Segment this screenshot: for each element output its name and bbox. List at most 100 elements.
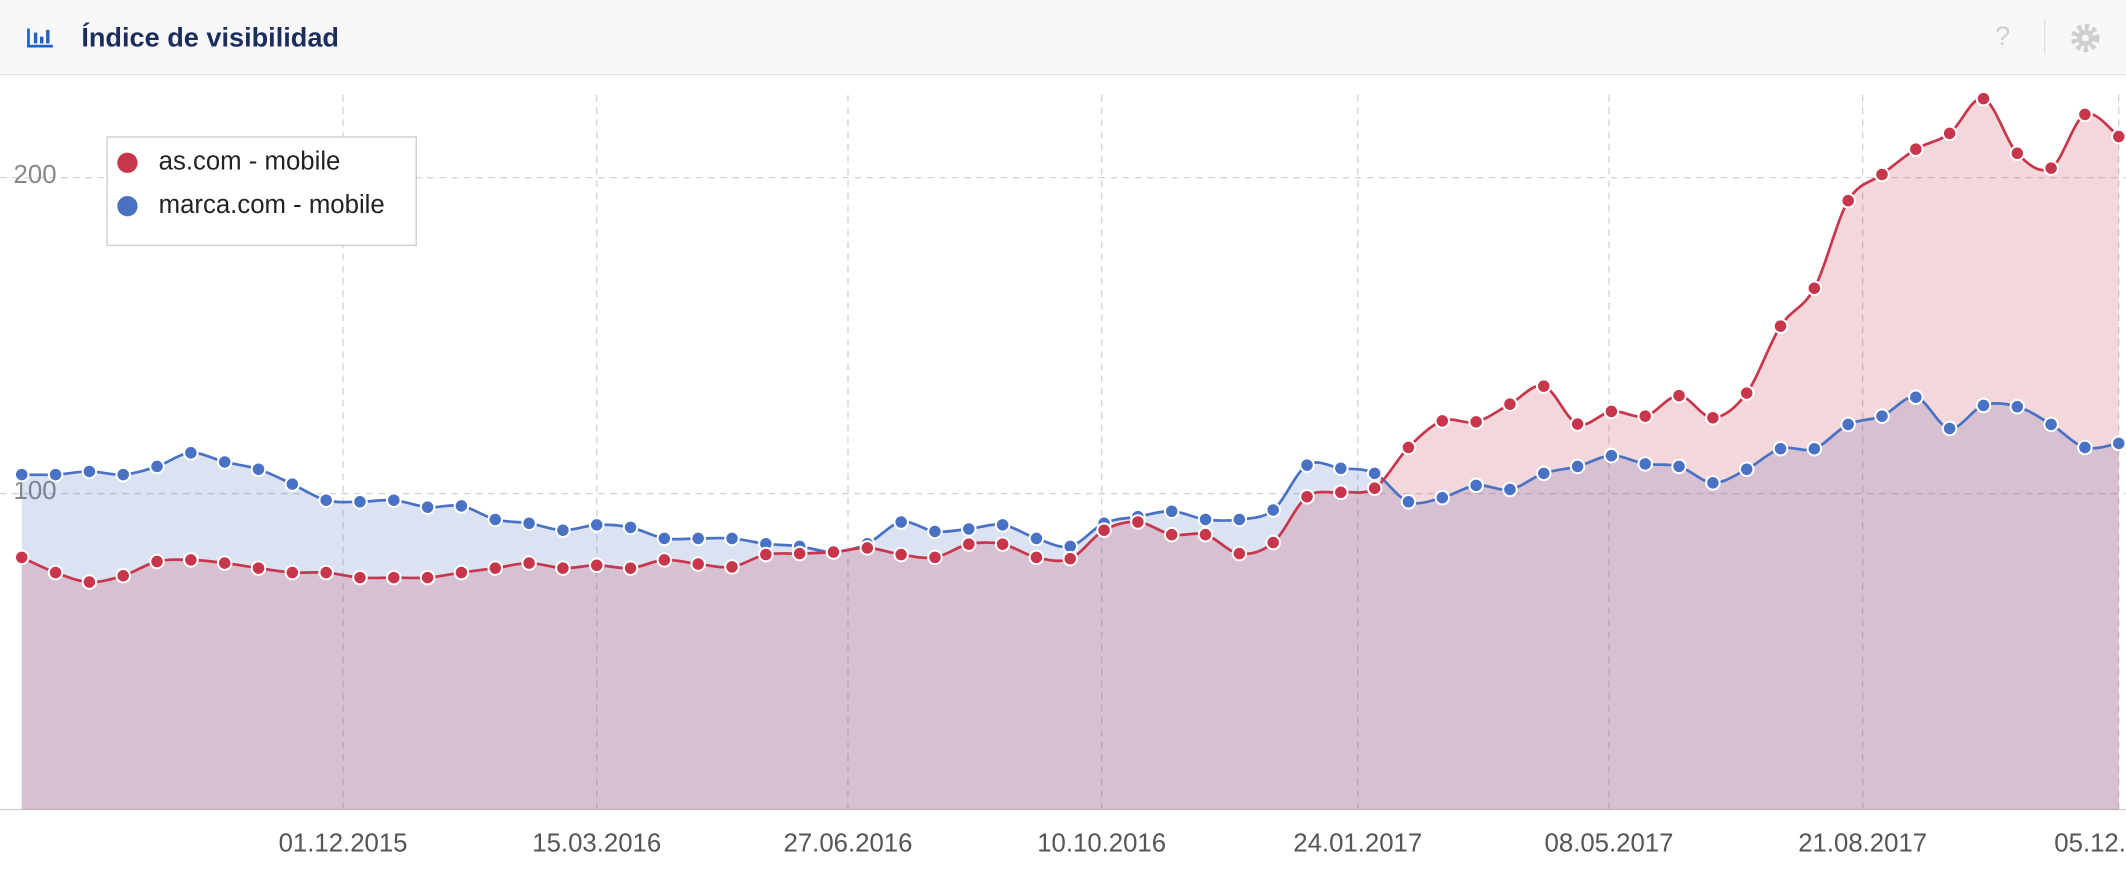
data-point	[1975, 90, 1992, 107]
data-point	[13, 466, 30, 483]
data-point	[994, 536, 1011, 552]
data-point	[1434, 413, 1451, 429]
data-point	[588, 557, 605, 574]
series-area	[21, 98, 2119, 810]
data-point	[859, 540, 876, 556]
data-point	[115, 466, 132, 483]
settings-icon[interactable]	[2071, 23, 2100, 53]
data-point	[115, 567, 132, 584]
data-point	[1671, 458, 1687, 475]
data-point	[555, 560, 571, 576]
data-point	[1062, 550, 1079, 567]
legend-box	[106, 136, 417, 247]
data-point	[352, 493, 368, 510]
data-point	[487, 560, 504, 576]
data-point	[622, 560, 639, 576]
data-point	[1603, 447, 1620, 464]
data-point	[318, 564, 334, 581]
data-point	[927, 549, 943, 566]
data-point	[149, 458, 165, 475]
data-point	[1366, 465, 1383, 482]
x-tick-label: 15.03.2016	[532, 830, 661, 858]
data-point	[1941, 125, 1958, 142]
data-point	[453, 564, 470, 581]
data-point	[724, 530, 740, 547]
data-point	[1874, 408, 1890, 424]
data-point	[893, 514, 909, 530]
data-point	[352, 569, 368, 586]
data-point	[1299, 457, 1315, 473]
data-point	[385, 492, 402, 508]
help-icon[interactable]: ?	[1995, 20, 2010, 51]
data-point	[1163, 526, 1180, 543]
data-point	[1671, 387, 1687, 404]
x-tick-label: 27.06.2016	[784, 830, 913, 858]
data-point	[622, 519, 639, 536]
data-point	[1502, 481, 1518, 498]
data-point	[1569, 458, 1586, 475]
data-point	[183, 445, 199, 461]
data-point	[724, 559, 740, 575]
data-point	[927, 523, 943, 540]
plot: 01.12.2015 15.03.2016 27.06.2016 10.10.2016…	[0, 90, 2126, 858]
data-point	[1840, 192, 1856, 209]
data-point	[1434, 489, 1451, 506]
data-point	[250, 560, 267, 576]
data-point	[47, 466, 64, 483]
data-point	[1400, 439, 1417, 456]
data-point	[1130, 514, 1146, 530]
data-point	[2077, 439, 2093, 456]
data-point	[1738, 461, 1755, 478]
data-point	[318, 492, 334, 508]
data-point	[758, 546, 774, 563]
legend: as.com - mobile marca.com - mobile	[106, 136, 417, 247]
series-area	[21, 397, 2119, 810]
data-point	[1603, 403, 1620, 420]
data-point	[1468, 414, 1484, 430]
data-point	[81, 574, 98, 590]
header-title: Índice de visibilidad	[81, 22, 339, 53]
data-point	[1840, 416, 1856, 433]
data-point	[250, 461, 267, 478]
data-point	[1874, 166, 1890, 183]
chart-icon	[27, 28, 53, 48]
data-point	[1975, 397, 1992, 414]
y-tick-label: 200	[14, 161, 57, 189]
data-point	[1535, 465, 1552, 482]
data-point	[2110, 435, 2126, 452]
data-point	[385, 569, 402, 586]
data-point	[1299, 488, 1315, 505]
data-point	[1163, 503, 1180, 520]
data-point	[2077, 106, 2093, 123]
data-point	[1637, 408, 1654, 424]
legend-marker	[117, 152, 138, 173]
data-point	[791, 545, 808, 562]
data-point	[2043, 160, 2059, 176]
data-point	[2009, 145, 2026, 162]
data-point	[419, 569, 436, 586]
data-point	[1637, 456, 1654, 472]
data-point	[1096, 522, 1112, 539]
data-point	[284, 476, 301, 492]
data-point	[13, 549, 30, 566]
data-point	[284, 564, 301, 581]
data-point	[1366, 480, 1383, 496]
data-point	[183, 552, 199, 568]
data-point	[1535, 378, 1552, 394]
data-point	[960, 521, 977, 537]
legend-marker	[117, 195, 138, 217]
x-tick-label: 21.08.2017	[1798, 830, 1927, 858]
data-point	[1772, 318, 1789, 334]
data-point	[1197, 526, 1214, 543]
data-point	[588, 517, 605, 533]
data-point	[994, 517, 1011, 533]
data-point	[1908, 141, 1924, 157]
data-point	[656, 530, 673, 547]
data-point	[1400, 493, 1417, 510]
data-point	[521, 515, 537, 532]
data-point	[2009, 398, 2026, 415]
data-point	[1772, 440, 1789, 457]
x-tick-label: 05.12.2017	[2054, 830, 2126, 858]
x-tick-label: 10.10.2016	[1037, 830, 1166, 858]
